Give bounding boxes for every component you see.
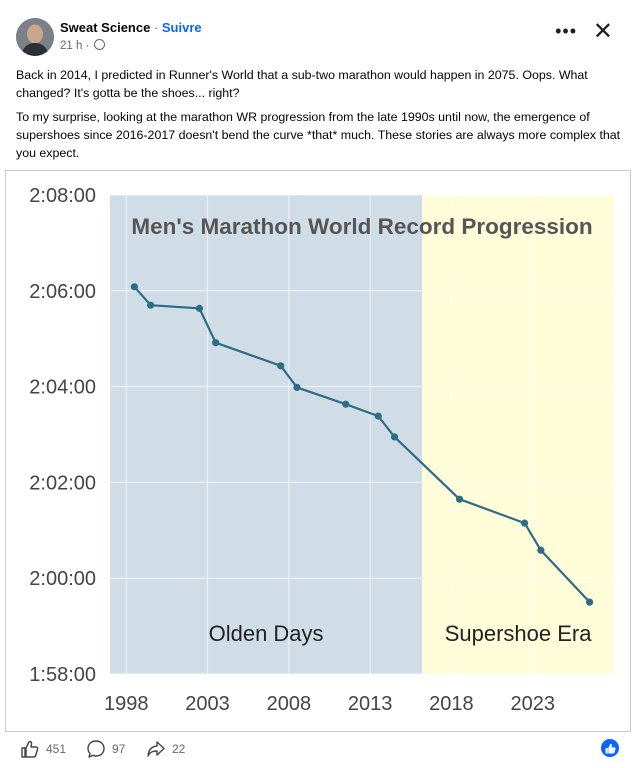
data-point xyxy=(293,383,301,391)
x-tick-label: 2018 xyxy=(429,693,474,715)
author-avatar[interactable] xyxy=(16,18,54,56)
data-point xyxy=(455,495,464,503)
share-count: 22 xyxy=(172,742,186,756)
data-point xyxy=(390,433,399,441)
data-point xyxy=(277,362,285,370)
post-timestamp[interactable]: 21 h · xyxy=(60,40,90,52)
data-point xyxy=(212,339,220,347)
author-name[interactable]: Sweat Science xyxy=(60,20,151,35)
post-header: Sweat Science · Suivre 21 h · ••• ✕ xyxy=(16,16,617,58)
data-point xyxy=(374,412,382,420)
x-tick-label: 2008 xyxy=(267,693,312,715)
marathon-chart: 2:08:00 2:06:00 2:04:00 2:02:00 2:00:00 1:58:… xyxy=(29,185,614,715)
like-reaction-icon xyxy=(605,743,616,753)
like-reaction-badge[interactable] xyxy=(601,739,619,757)
y-tick-label: 2:06:00 xyxy=(29,281,96,303)
data-point xyxy=(195,304,204,312)
post-paragraph-1: Back in 2014, I predicted in Runner's Wo… xyxy=(16,68,588,100)
post-paragraph-2: To my surprise, looking at the marathon … xyxy=(16,110,621,160)
y-tick-label: 2:00:00 xyxy=(29,568,96,590)
region-band xyxy=(110,195,423,674)
post-footer: 451 97 22 xyxy=(0,733,633,768)
like-button[interactable]: 451 xyxy=(20,739,66,759)
post-meta: 21 h · xyxy=(60,39,105,52)
share-button[interactable]: 22 xyxy=(146,739,185,759)
data-point xyxy=(147,301,155,309)
x-tick-label: 1998 xyxy=(104,693,149,715)
data-point xyxy=(586,598,594,606)
close-button[interactable]: ✕ xyxy=(592,18,613,45)
y-tick-label: 1:58:00 xyxy=(29,664,96,686)
region-label: Supershoe Era xyxy=(445,621,593,646)
like-count: 451 xyxy=(46,742,67,756)
region-label: Olden Days xyxy=(209,621,324,646)
avatar-portrait-icon xyxy=(16,18,54,56)
x-tick-label: 2003 xyxy=(185,693,230,715)
y-tick-label: 2:08:00 xyxy=(29,185,96,207)
data-point xyxy=(130,283,138,291)
thumbs-up-icon xyxy=(21,740,39,758)
follow-button[interactable]: Suivre xyxy=(161,20,202,35)
x-tick-label: 2013 xyxy=(348,693,393,715)
author-line: Sweat Science · Suivre xyxy=(60,20,202,35)
data-point xyxy=(537,546,545,554)
comment-count: 97 xyxy=(112,742,126,756)
more-options-button[interactable]: ••• xyxy=(555,21,577,41)
x-tick-label: 2023 xyxy=(510,693,555,715)
author-separator: · xyxy=(150,20,162,35)
data-point xyxy=(520,519,529,527)
public-globe-icon xyxy=(93,39,105,50)
comment-icon xyxy=(87,740,105,758)
chart-image[interactable]: 2:08:00 2:06:00 2:04:00 2:02:00 2:00:00 1:58:… xyxy=(5,170,631,732)
share-icon xyxy=(147,741,165,757)
y-tick-label: 2:04:00 xyxy=(29,377,96,399)
y-tick-label: 2:02:00 xyxy=(29,472,96,494)
data-point xyxy=(342,400,350,408)
chart-title: Men's Marathon World Record Progression xyxy=(131,214,592,239)
comment-button[interactable]: 97 xyxy=(86,739,125,759)
